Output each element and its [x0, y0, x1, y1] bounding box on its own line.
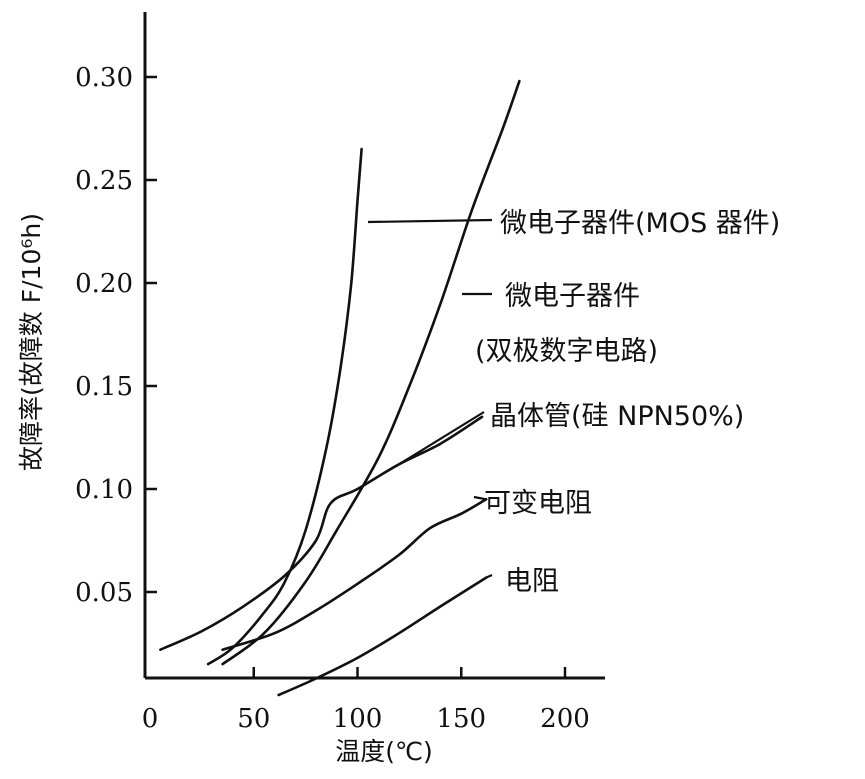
y-tick-label: 0.05 — [75, 578, 133, 608]
series-line-mos — [206, 147, 363, 666]
series-label-resistor: 电阻 — [505, 566, 559, 597]
series-label-bipolar-line1: 微电子器件 — [505, 281, 640, 312]
series-label-bipolar-line2: (双极数字电路) — [475, 336, 658, 367]
series-label-variable-resistor: 可变电阻 — [484, 488, 592, 519]
y-tick-label: 0.10 — [75, 475, 133, 505]
series-label-transistor: 晶体管(硅 NPN50%) — [490, 401, 744, 432]
y-tick-label: 0.15 — [75, 372, 133, 402]
leader-variable-resistor — [473, 495, 487, 501]
series-line-bipolar — [221, 79, 521, 666]
series-line-transistor — [159, 415, 484, 651]
y-axis-title: 故障率(故障数 F/10⁶h) — [17, 213, 46, 471]
leader-resistor — [485, 573, 493, 579]
x-tick-label: 0 — [142, 704, 159, 734]
y-tick-label: 0.30 — [75, 63, 133, 93]
leaders — [367, 218, 493, 579]
y-ticks: 0.05 0.10 0.15 0.20 0.25 0.30 — [75, 63, 157, 608]
series-labels: 微电子器件(MOS 器件) 微电子器件 (双极数字电路) 晶体管(硅 NPN50%) 可… — [475, 208, 780, 597]
x-ticks: 0 50 100 150 200 — [142, 667, 590, 734]
x-tick-label: 100 — [333, 704, 383, 734]
leader-mos — [367, 218, 493, 224]
curves — [159, 79, 521, 697]
leader-transistor — [398, 411, 485, 466]
series-line-resistor — [277, 576, 488, 697]
y-tick-label: 0.25 — [75, 166, 133, 196]
y-tick-label: 0.20 — [75, 269, 133, 299]
x-tick-label: 200 — [540, 704, 590, 734]
series-label-mos: 微电子器件(MOS 器件) — [500, 208, 780, 239]
x-tick-label: 50 — [237, 704, 270, 734]
x-tick-label: 150 — [436, 704, 486, 734]
x-axis-title: 温度(℃) — [335, 737, 433, 766]
series-line-variable-resistor — [221, 498, 488, 651]
